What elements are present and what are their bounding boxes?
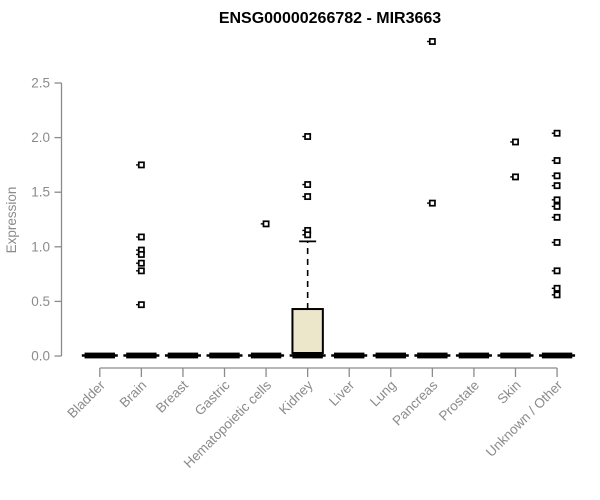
outlier-point	[137, 267, 145, 275]
median-bar	[458, 352, 490, 359]
y-tick-label: 1.0	[31, 239, 50, 254]
outlier-point	[304, 181, 312, 189]
outlier-point	[137, 233, 145, 241]
outlier-point	[553, 238, 561, 246]
median-bar	[375, 352, 406, 359]
x-tick-label: Prostate	[436, 378, 482, 424]
y-tick-label: 0.5	[31, 294, 50, 309]
median-bar	[334, 352, 365, 359]
outlier-point	[428, 38, 436, 45]
axes-layer: 0.0 0.5 1.0 1.5 2.0 2.5 Bladder Brain Breast Gast…	[31, 76, 565, 471]
y-tick-label: 0.0	[31, 349, 50, 364]
x-tick-label: Bladder	[64, 377, 108, 421]
outlier-point	[512, 138, 519, 146]
outlier-point	[553, 157, 561, 164]
outlier-point	[553, 291, 561, 299]
outlier-point	[304, 133, 312, 140]
x-tick-label: Unknown / Other	[483, 377, 566, 460]
y-tick-label: 2.0	[31, 130, 50, 145]
x-tick-label: Kidney	[276, 377, 316, 417]
median-bar	[84, 352, 115, 359]
x-tick-label: Gastric	[192, 377, 233, 418]
median-bar	[292, 352, 323, 359]
outlier-point	[553, 172, 561, 180]
marks-layer	[81, 38, 576, 359]
x-tick-label: Liver	[326, 377, 358, 409]
median-bar	[209, 352, 240, 359]
median-bar	[126, 352, 157, 359]
median-bar	[417, 352, 448, 359]
box	[291, 308, 324, 355]
outlier-point	[137, 250, 145, 258]
outlier-point	[553, 267, 561, 275]
outlier-point	[304, 193, 312, 201]
outlier-point	[553, 213, 561, 221]
chart-title: ENSG00000266782 - MIR3663	[219, 10, 441, 27]
outlier-point	[137, 161, 145, 169]
median-bar	[500, 352, 531, 359]
y-axis-label: Expression	[4, 187, 19, 254]
outlier-point	[553, 202, 561, 210]
x-tick-label: Lung	[367, 378, 399, 410]
median-bar	[167, 352, 199, 359]
outlier-point	[428, 199, 436, 207]
outlier-point	[304, 231, 312, 239]
median-bar	[541, 352, 573, 359]
outlier-point	[553, 284, 561, 292]
y-tick-label: 1.5	[31, 185, 50, 200]
outlier-point	[137, 301, 145, 309]
outlier-point	[553, 182, 561, 190]
x-tick-label: Brain	[117, 378, 150, 411]
outlier-point	[512, 173, 519, 181]
outlier-point	[553, 196, 561, 204]
outlier-point	[137, 259, 145, 267]
y-tick-label: 2.5	[31, 76, 50, 91]
outlier-point	[553, 129, 561, 137]
x-tick-label: Breast	[153, 377, 191, 415]
median-bar	[250, 352, 282, 359]
x-tick-label: Skin	[494, 378, 523, 407]
outlier-point	[262, 220, 270, 228]
x-tick-label: Pancreas	[390, 377, 441, 428]
